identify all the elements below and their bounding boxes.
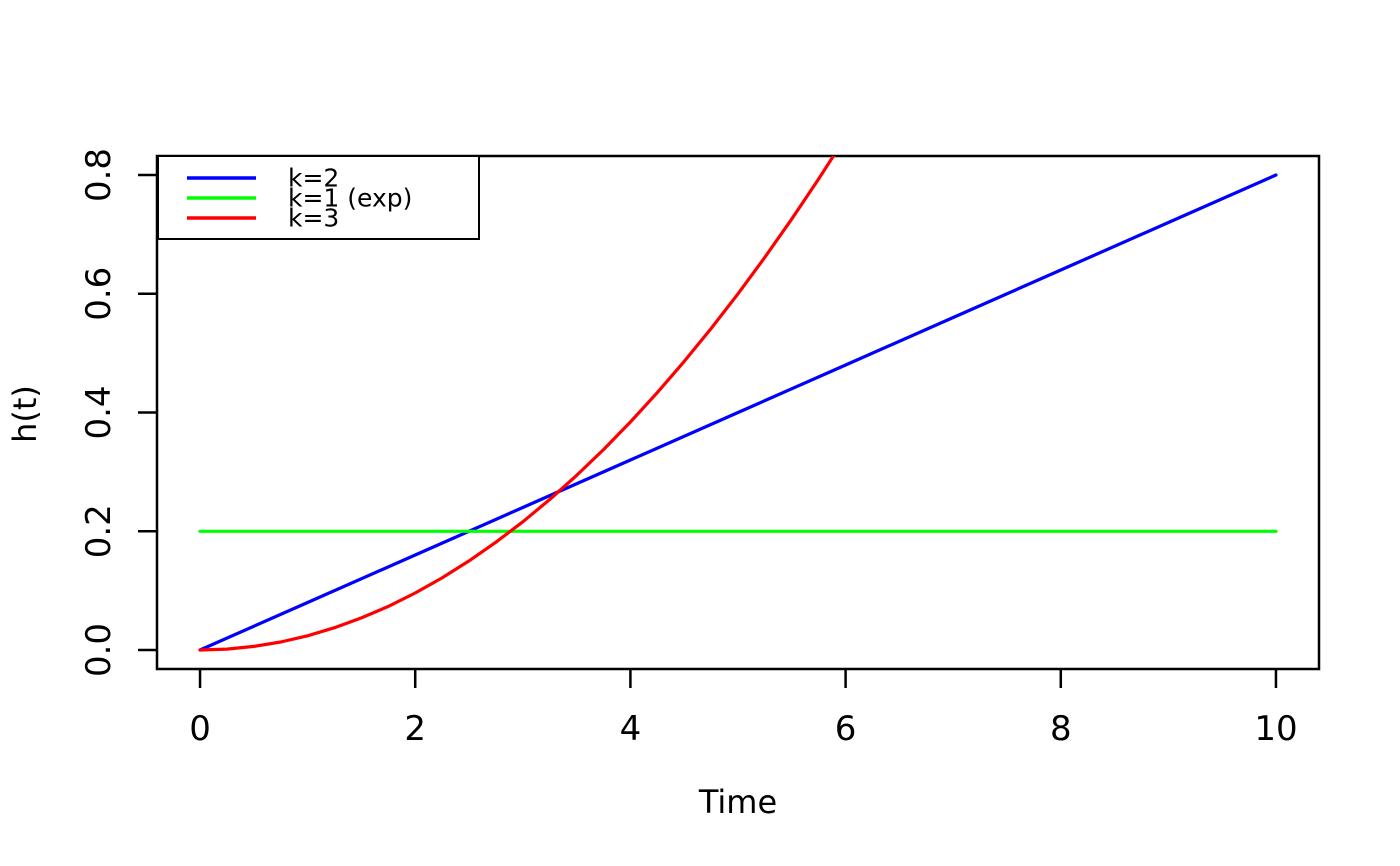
legend-entry-label: k=3 — [288, 204, 339, 233]
x-axis: 0 2 4 6 8 10 — [189, 669, 1298, 749]
x-tick-label: 2 — [404, 709, 426, 749]
y-axis: 0.0 0.2 0.4 0.6 0.8 — [79, 148, 157, 677]
x-tick-label: 4 — [620, 709, 642, 749]
x-tick-label: 10 — [1254, 709, 1297, 749]
y-tick-label: 0.4 — [79, 385, 119, 439]
legend-entry-label: k=1 (exp) — [288, 184, 412, 213]
y-tick-label: 0.0 — [79, 623, 119, 677]
x-axis-title: Time — [698, 783, 777, 821]
series-line-k=3 — [198, 156, 836, 652]
legend: k=2k=1 (exp)k=3 — [157, 155, 480, 240]
series-line-k=2 — [198, 173, 1278, 652]
y-tick-label: 0.8 — [79, 148, 119, 202]
x-tick-label: 8 — [1050, 709, 1072, 749]
y-tick-label: 0.6 — [79, 267, 119, 321]
x-tick-label: 0 — [189, 709, 211, 749]
series-lines — [198, 156, 1278, 652]
legend-entry-label: k=2 — [288, 164, 339, 193]
y-tick-label: 0.2 — [79, 504, 119, 558]
x-tick-label: 6 — [835, 709, 857, 749]
y-axis-title: h(t) — [6, 385, 44, 443]
